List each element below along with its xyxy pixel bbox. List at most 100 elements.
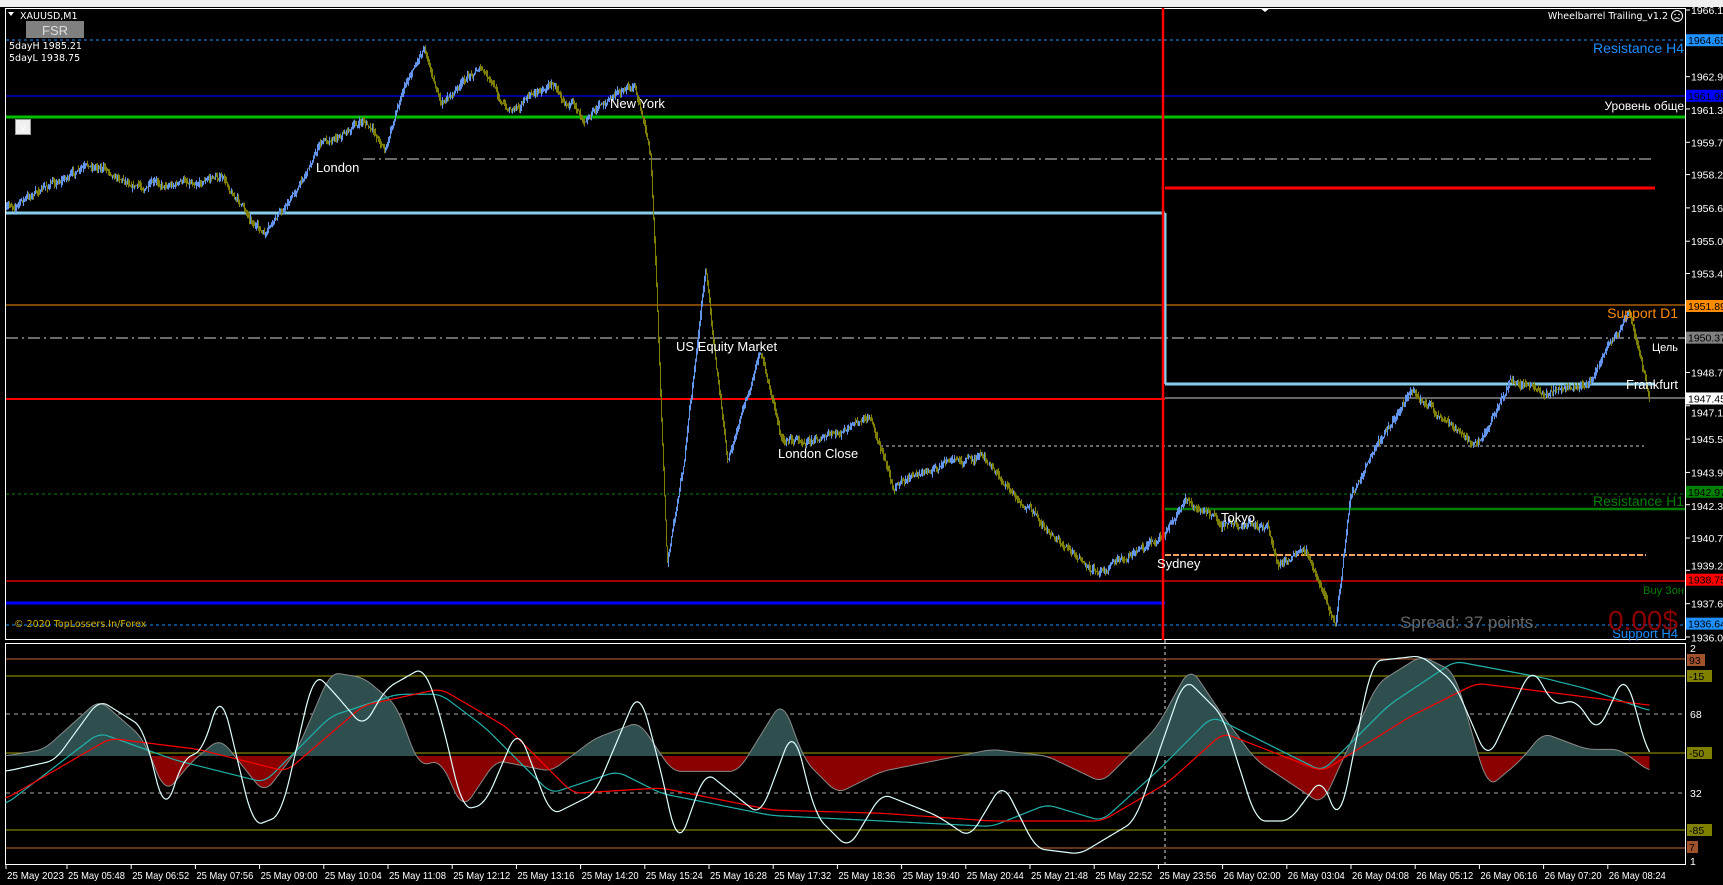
time-axis-label: 26 May 04:08 — [1352, 870, 1409, 882]
price-axis-label: 1956.60 — [1691, 203, 1723, 215]
five-day-low: 5dayL 1938.75 — [9, 53, 80, 64]
price-axis[interactable]: 1966.10 1962.90 1961.35 1959.75 1958.20 1956.… — [1686, 5, 1723, 645]
separator-lines — [1161, 8, 1167, 865]
time-axis-label: 25 May 05:48 — [68, 870, 125, 882]
v-button[interactable]: v — [15, 119, 31, 135]
indicator-name: Wheelbarrel Trailing_v1.2 — [1548, 11, 1668, 22]
indicator-axis-bottom: 1 — [1690, 856, 1696, 868]
indicator-pane-border — [5, 643, 1686, 865]
time-axis-label: 26 May 02:00 — [1224, 870, 1281, 882]
price-axis-label: 1958.20 — [1691, 170, 1723, 182]
time-axis-label: 25 May 12:12 — [453, 870, 510, 882]
price-tag — [1686, 299, 1723, 312]
time-axis-label: 25 May 13:16 — [517, 870, 574, 882]
session-label-sydney: Sydney — [1157, 556, 1201, 571]
indicator-axis-label: 32 — [1690, 788, 1702, 800]
session-label-tokyo: Tokyo — [1221, 510, 1255, 525]
price-axis-label: 1936.00 — [1691, 633, 1723, 645]
price-tag — [1686, 89, 1723, 102]
fsr-button[interactable]: FSR — [26, 21, 84, 38]
time-axis-label: 25 May 2023 — [7, 870, 64, 882]
time-axis-label: 25 May 17:32 — [774, 870, 831, 882]
time-axis-label: 25 May 23:56 — [1159, 870, 1216, 882]
price-axis-label: 1959.75 — [1691, 137, 1723, 149]
price-tag — [1686, 485, 1723, 498]
time-axis-label: 25 May 06:52 — [132, 870, 189, 882]
price-levels — [6, 39, 1685, 626]
price-bars — [6, 45, 1650, 627]
profit-text: 0.00$ — [1608, 605, 1678, 636]
price-tag-label: 1938.75 — [1688, 575, 1723, 587]
indicator-axis-top: 2 — [1690, 643, 1696, 655]
indicator-tag — [1687, 824, 1712, 836]
copyright-text: © 2020 TopLossers.In/Forex — [14, 619, 147, 630]
time-axis-label: 25 May 22:52 — [1095, 870, 1152, 882]
indicator-tag — [1687, 841, 1698, 853]
indicator-line-teal — [5, 661, 1650, 827]
indicator-tag-label: -85 — [1689, 825, 1704, 837]
indicator-tag-label: -15 — [1689, 671, 1704, 683]
price-tag-label: 1950.37 — [1688, 333, 1723, 345]
price-axis-label: 1947.10 — [1691, 407, 1723, 419]
time-axis-label: 25 May 10:04 — [325, 870, 382, 882]
price-axis-label: 1962.90 — [1691, 72, 1723, 84]
indicator-tag — [1687, 670, 1712, 682]
indicator-tag-label: 7 — [1689, 842, 1695, 854]
price-axis-label: 1961.35 — [1691, 105, 1723, 117]
price-axis-label: 1940.75 — [1691, 533, 1723, 545]
time-axis-label: 25 May 20:44 — [967, 870, 1024, 882]
time-axis-label: 25 May 19:40 — [903, 870, 960, 882]
price-tag — [1686, 573, 1723, 586]
indicator-tag-label: 93 — [1689, 655, 1701, 667]
price-axis-label: 1955.00 — [1691, 236, 1723, 248]
price-tag — [1686, 34, 1723, 47]
main-pane-border — [5, 8, 1686, 640]
session-label-new-york: New York — [610, 96, 665, 111]
price-tag — [1686, 331, 1723, 344]
time-axis-label: 25 May 15:24 — [646, 870, 703, 882]
fsr-button-label: FSR — [42, 23, 68, 38]
price-axis-label: 1937.60 — [1691, 599, 1723, 611]
histogram-positive — [5, 658, 1650, 756]
indicator-line-red — [5, 683, 1650, 822]
indicator-tag-label: -50 — [1689, 748, 1704, 760]
price-axis-label: 1943.90 — [1691, 467, 1723, 479]
time-axis-label: 26 May 08:24 — [1609, 870, 1666, 882]
price-axis-label: 1945.50 — [1691, 434, 1723, 446]
time-axis-label: 25 May 07:56 — [196, 870, 253, 882]
five-day-high: 5dayH 1985.21 — [9, 41, 82, 52]
time-axis-label: 25 May 18:36 — [838, 870, 895, 882]
price-tag-label: 1947.45 — [1688, 393, 1723, 405]
time-axis-label: 26 May 05:12 — [1416, 870, 1473, 882]
top-strip — [0, 0, 1723, 7]
indicator-line-white — [5, 655, 1651, 854]
session-label-london: London — [316, 160, 359, 175]
histogram-negative — [5, 756, 1650, 802]
label-buy-zone: Buy Зон — [1643, 585, 1684, 597]
time-axis-label: 25 May 14:20 — [582, 870, 639, 882]
histogram-outline — [5, 657, 1650, 803]
price-tag-label: 1942.97 — [1688, 487, 1723, 499]
price-tag-label: 1961.98 — [1688, 91, 1723, 103]
price-axis-label: 1942.35 — [1691, 501, 1723, 513]
session-label-london-close: London Close — [778, 446, 858, 461]
price-tag-label: 1951.89 — [1688, 301, 1723, 313]
price-axis-label: 1953.45 — [1691, 268, 1723, 280]
label-support-h4: Support H4 — [1612, 626, 1678, 641]
spread-text: Spread: 37 points. — [1400, 613, 1538, 632]
session-label-us-equity: US Equity Market — [676, 339, 778, 354]
collapse-arrow-icon[interactable] — [8, 12, 14, 16]
indicator-axis: 2 1 93 -15 -50 -85 7 68 32 — [1687, 643, 1712, 868]
time-axis-label: 26 May 06:16 — [1480, 870, 1537, 882]
indicator-tag — [1687, 747, 1712, 759]
price-tag-label: 1936.64 — [1688, 619, 1723, 631]
indicator-axis-label: 68 — [1690, 709, 1702, 721]
time-axis-label: 25 May 09:00 — [261, 870, 318, 882]
price-tag — [1686, 617, 1723, 630]
session-label-frankfurt: Frankfurt — [1626, 377, 1678, 392]
time-axis[interactable]: 25 May 2023 25 May 05:48 25 May 06:52 25 Ma… — [5, 865, 1666, 882]
v-button-label: v — [20, 124, 26, 134]
label-common-level: Уровень обще — [1604, 99, 1684, 113]
time-axis-label: 26 May 03:04 — [1288, 870, 1345, 882]
